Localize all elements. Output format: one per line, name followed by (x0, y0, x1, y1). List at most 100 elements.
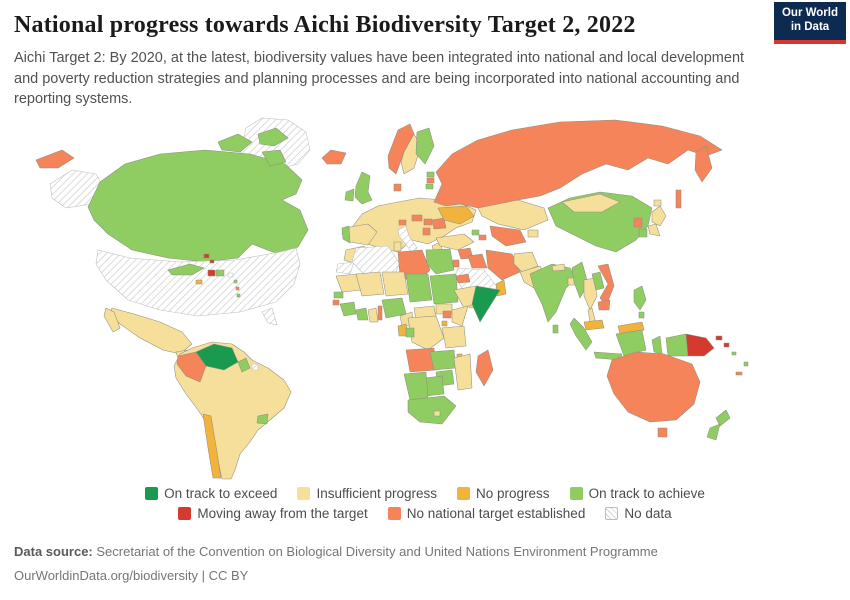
country-philippines[interactable] (633, 285, 647, 311)
country-indonesia-west-papua[interactable] (665, 333, 689, 357)
country-australia[interactable] (606, 351, 701, 423)
country-cambodia[interactable] (597, 299, 611, 311)
country-bahamas[interactable] (209, 259, 215, 264)
country-zambia[interactable] (429, 349, 457, 371)
country-indonesia-sulawesi[interactable] (651, 335, 663, 355)
country-puerto-rico[interactable] (227, 272, 234, 278)
country-ghana[interactable] (367, 307, 379, 323)
country-cuba[interactable] (167, 263, 205, 276)
country-egypt[interactable] (425, 248, 455, 275)
country-denmark[interactable] (393, 183, 402, 192)
country-south-korea[interactable] (638, 228, 648, 238)
country-sweden[interactable] (400, 133, 422, 175)
world-map-svg[interactable] (0, 110, 850, 482)
country-indonesia-borneo[interactable] (615, 329, 647, 357)
legend-item-achieve[interactable]: On track to achieve (569, 486, 705, 501)
country-madagascar[interactable] (475, 349, 494, 387)
country-vanuatu[interactable] (743, 361, 749, 367)
legend-item-moving_away[interactable]: Moving away from the target (178, 506, 368, 521)
owid-logo[interactable]: Our World in Data (774, 2, 846, 44)
country-new-zealand[interactable] (715, 409, 731, 427)
country-india[interactable] (529, 263, 577, 323)
country-iraq[interactable] (467, 253, 488, 269)
country-guinea-sierra-leone-liberia[interactable] (339, 301, 357, 317)
country-senegal[interactable] (333, 291, 344, 299)
country-mongolia[interactable] (561, 193, 621, 213)
country-uzbekistan-turkmenistan[interactable] (489, 225, 527, 247)
country-spain[interactable] (341, 223, 378, 246)
country-rwanda-burundi[interactable] (441, 320, 448, 327)
country-cote-divoire[interactable] (355, 307, 369, 321)
country-australia-tasmania[interactable] (657, 427, 668, 438)
country-niger[interactable] (381, 271, 409, 297)
country-sudan[interactable] (429, 273, 459, 305)
country-western-sahara[interactable] (335, 261, 355, 275)
country-north-korea[interactable] (633, 217, 643, 228)
country-united-kingdom[interactable] (354, 171, 373, 205)
country-dominican-republic[interactable] (215, 269, 225, 277)
legend-item-no_data[interactable]: No data (605, 506, 672, 521)
country-eritrea[interactable] (455, 273, 471, 284)
country-uruguay[interactable] (256, 413, 269, 425)
country-romania[interactable] (431, 217, 447, 230)
country-papua-new-guinea-islands[interactable] (723, 342, 730, 348)
legend-item-insufficient[interactable]: Insufficient progress (297, 486, 437, 501)
country-finland[interactable] (415, 127, 435, 165)
country-lesser-antilles[interactable] (233, 279, 238, 284)
country-chukotka-russia[interactable] (35, 149, 75, 169)
country-namibia[interactable] (403, 371, 429, 401)
country-haiti[interactable] (207, 269, 216, 277)
country-new-zealand[interactable] (706, 423, 721, 441)
country-democratic-republic-of-congo[interactable] (407, 315, 445, 351)
country-guinea-bissau[interactable] (332, 299, 340, 306)
country-togo-benin[interactable] (377, 305, 383, 321)
country-canada-arctic-island[interactable] (217, 133, 253, 153)
country-portugal[interactable] (341, 225, 351, 244)
country-solomon-islands[interactable] (731, 351, 737, 356)
country-estonia[interactable] (426, 171, 435, 178)
country-serbia[interactable] (422, 227, 431, 236)
country-canada-arctic-island[interactable] (257, 127, 289, 147)
country-azerbaijan[interactable] (478, 234, 487, 241)
country-guyana[interactable] (237, 357, 251, 373)
country-jamaica[interactable] (195, 279, 203, 285)
country-mexico-baja[interactable] (103, 307, 121, 333)
country-new-caledonia[interactable] (735, 371, 743, 376)
country-united-states-florida[interactable] (261, 307, 278, 326)
country-latvia[interactable] (426, 177, 435, 184)
country-uganda[interactable] (442, 310, 452, 319)
legend-item-no_national_target[interactable]: No national target established (387, 506, 585, 521)
country-mozambique[interactable] (453, 353, 473, 391)
country-nepal[interactable] (551, 263, 566, 272)
country-canada[interactable] (87, 149, 309, 263)
license-text[interactable]: OurWorldinData.org/biodiversity | CC BY (14, 567, 249, 583)
country-papua-new-guinea[interactable] (685, 333, 715, 357)
country-jordan-israel[interactable] (452, 259, 460, 268)
country-kazakhstan[interactable] (477, 199, 549, 231)
country-congo[interactable] (405, 327, 415, 338)
country-lesser-antilles[interactable] (235, 286, 240, 291)
country-iceland[interactable] (321, 149, 347, 165)
country-ireland[interactable] (344, 188, 355, 202)
country-austria-czechia[interactable] (411, 214, 423, 222)
country-tanzania[interactable] (441, 325, 467, 349)
country-laos[interactable] (591, 271, 605, 291)
country-chad[interactable] (405, 273, 433, 303)
country-japan-hokkaido[interactable] (653, 199, 662, 207)
country-japan[interactable] (647, 223, 661, 237)
country-tunisia[interactable] (393, 241, 402, 252)
license-line[interactable]: OurWorldinData.org/biodiversity | CC BY (14, 567, 834, 585)
country-russia-sakhalin[interactable] (675, 189, 682, 209)
country-kyrgyzstan-tajikistan[interactable] (527, 229, 539, 238)
country-russia-kamchatka[interactable] (694, 145, 713, 183)
country-south-africa[interactable] (407, 395, 457, 425)
country-sri-lanka[interactable] (552, 324, 559, 334)
country-thailand[interactable] (583, 277, 598, 311)
legend-item-no_progress[interactable]: No progress (457, 486, 550, 501)
country-japan[interactable] (651, 205, 667, 227)
country-malaysia[interactable] (583, 319, 605, 331)
country-philippines[interactable] (638, 311, 645, 319)
world-map[interactable] (0, 110, 850, 482)
country-chile[interactable] (202, 413, 222, 479)
country-hungary[interactable] (423, 218, 433, 226)
